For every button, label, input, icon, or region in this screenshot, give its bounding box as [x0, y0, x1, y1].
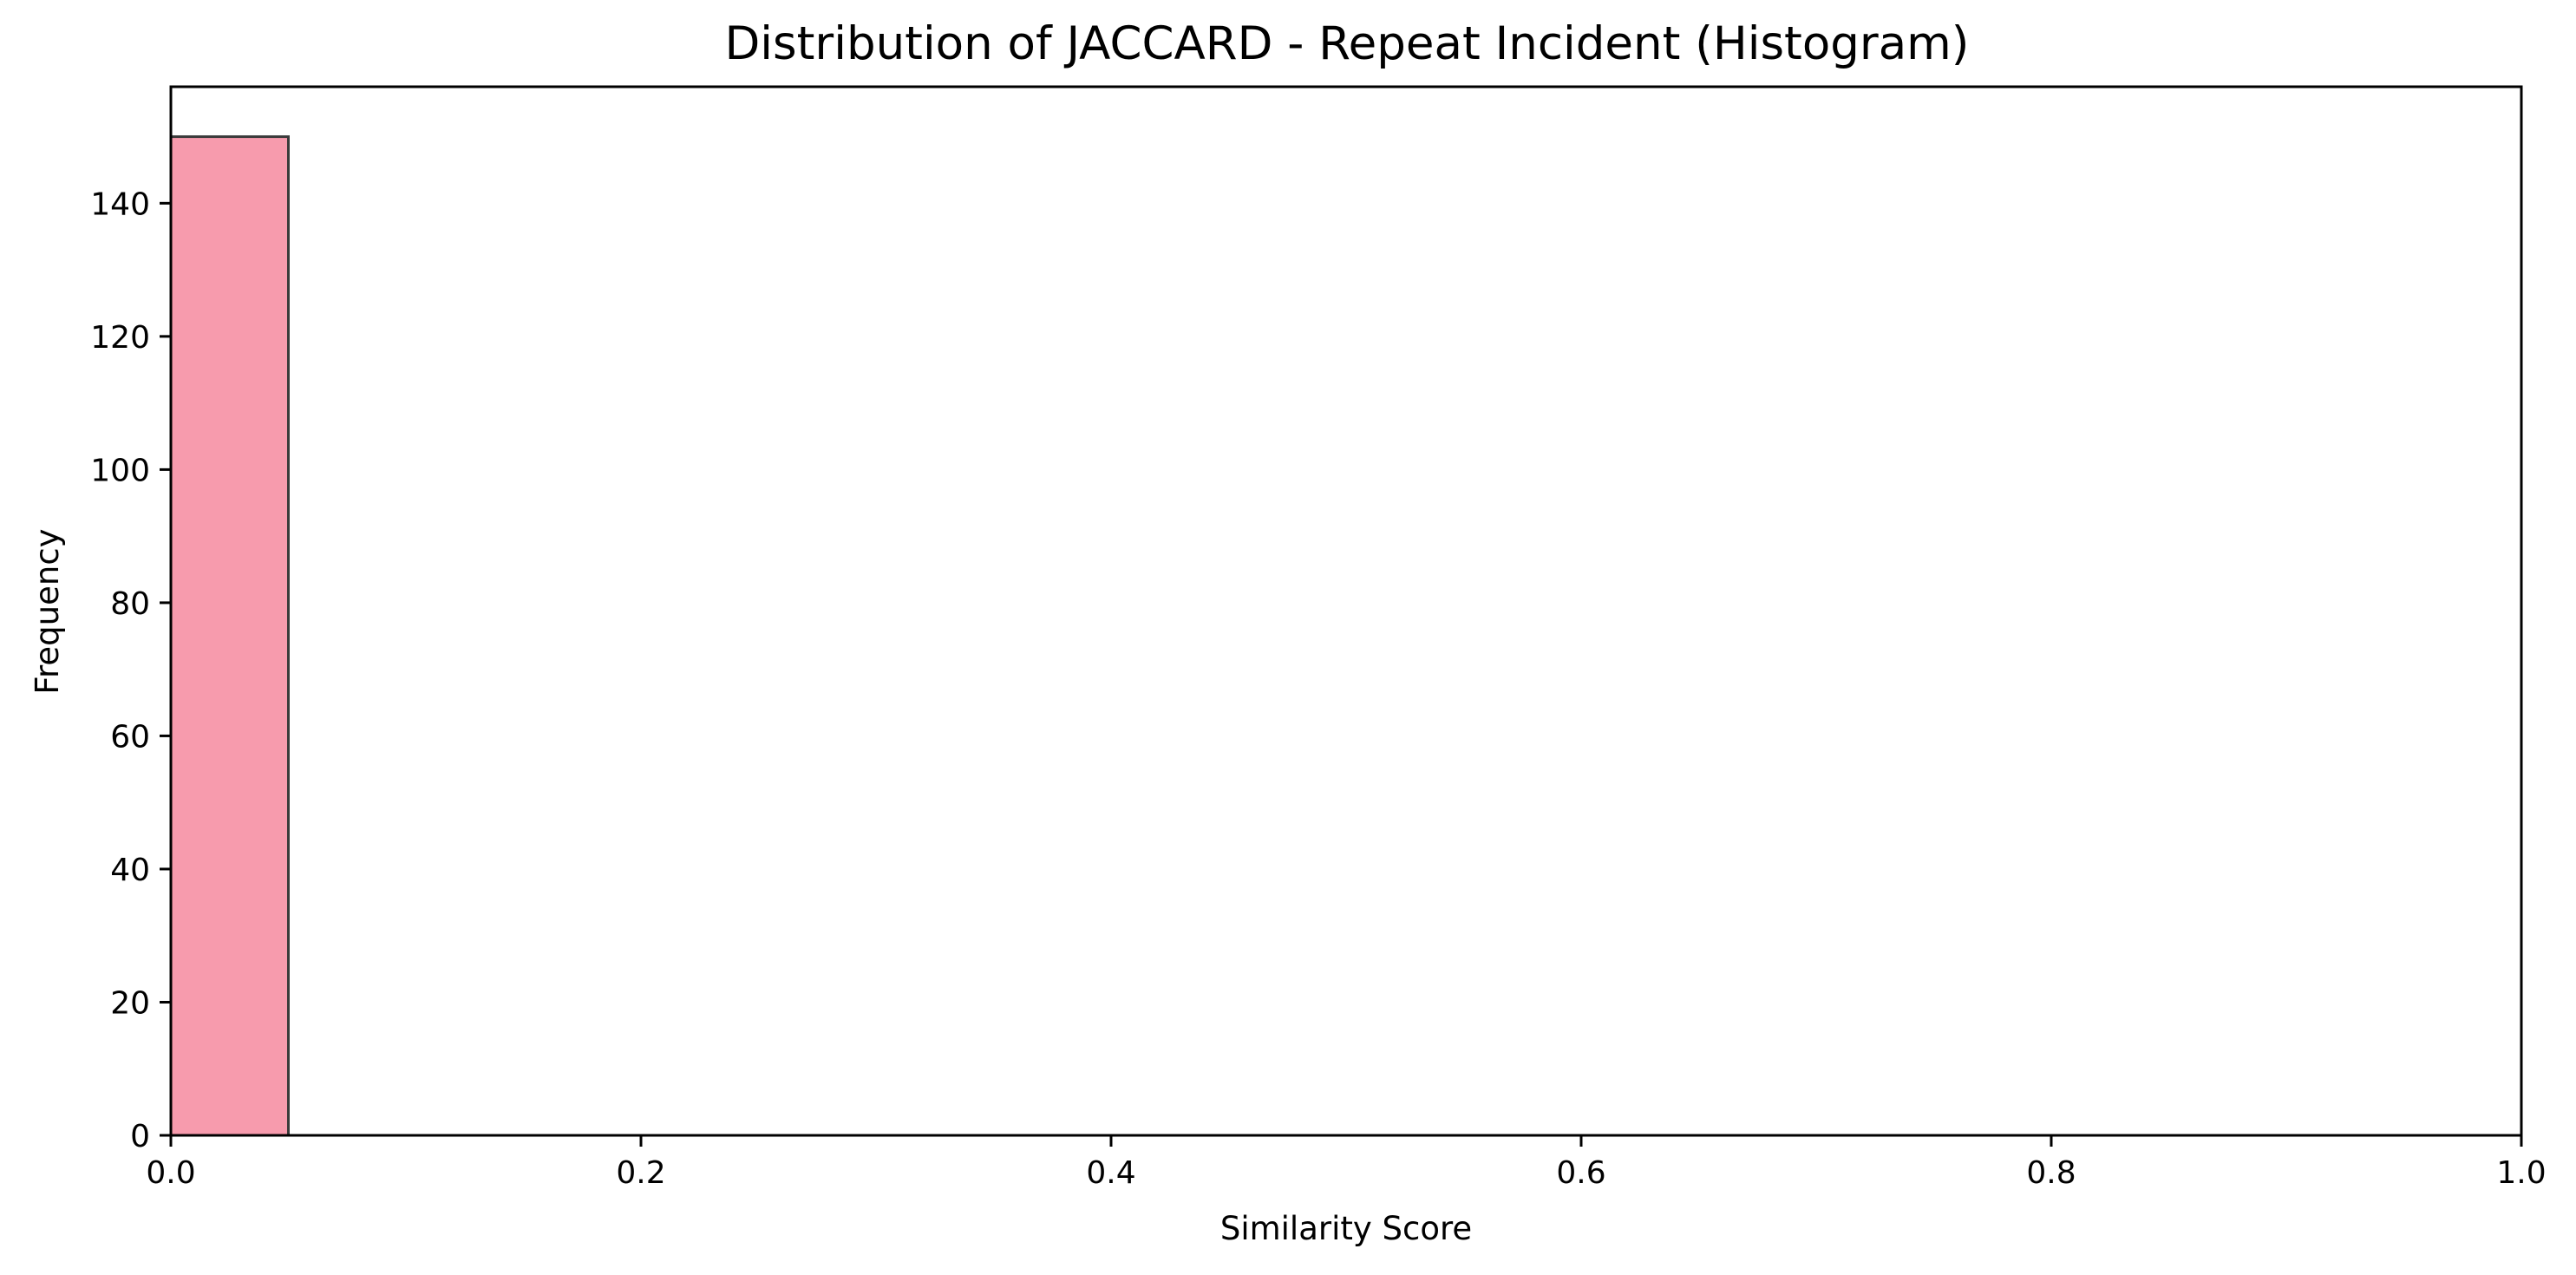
- bars-layer: [169, 135, 290, 1137]
- plot-frame: [169, 85, 2523, 1137]
- x-tick-label: 0.8: [2026, 1155, 2076, 1191]
- y-tick-label: 120: [90, 320, 150, 356]
- x-axis: 0.0 0.2 0.4 0.6 0.8 1.0: [146, 1135, 2547, 1191]
- chart-title: Distribution of JACCARD - Repeat Inciden…: [725, 17, 1970, 70]
- x-axis-label: Similarity Score: [1220, 1210, 1472, 1247]
- y-tick-label: 20: [110, 985, 150, 1021]
- histogram-bar: [169, 135, 290, 1137]
- y-tick-label: 60: [110, 719, 150, 755]
- y-tick-label: 80: [110, 586, 150, 622]
- x-tick-label: 0.2: [616, 1155, 665, 1191]
- x-tick-label: 1.0: [2496, 1155, 2546, 1191]
- y-tick-label: 40: [110, 853, 150, 888]
- x-tick-label: 0.4: [1086, 1155, 1135, 1191]
- y-tick-label: 100: [90, 453, 150, 488]
- y-tick-label: 140: [90, 186, 150, 222]
- y-tick-label: 0: [130, 1119, 150, 1154]
- x-tick-label: 0.6: [1556, 1155, 1605, 1191]
- y-axis: 0 20 40 60 80 100 120 140: [90, 186, 171, 1154]
- x-tick-label: 0.0: [146, 1155, 195, 1191]
- y-axis-label: Frequency: [29, 528, 66, 694]
